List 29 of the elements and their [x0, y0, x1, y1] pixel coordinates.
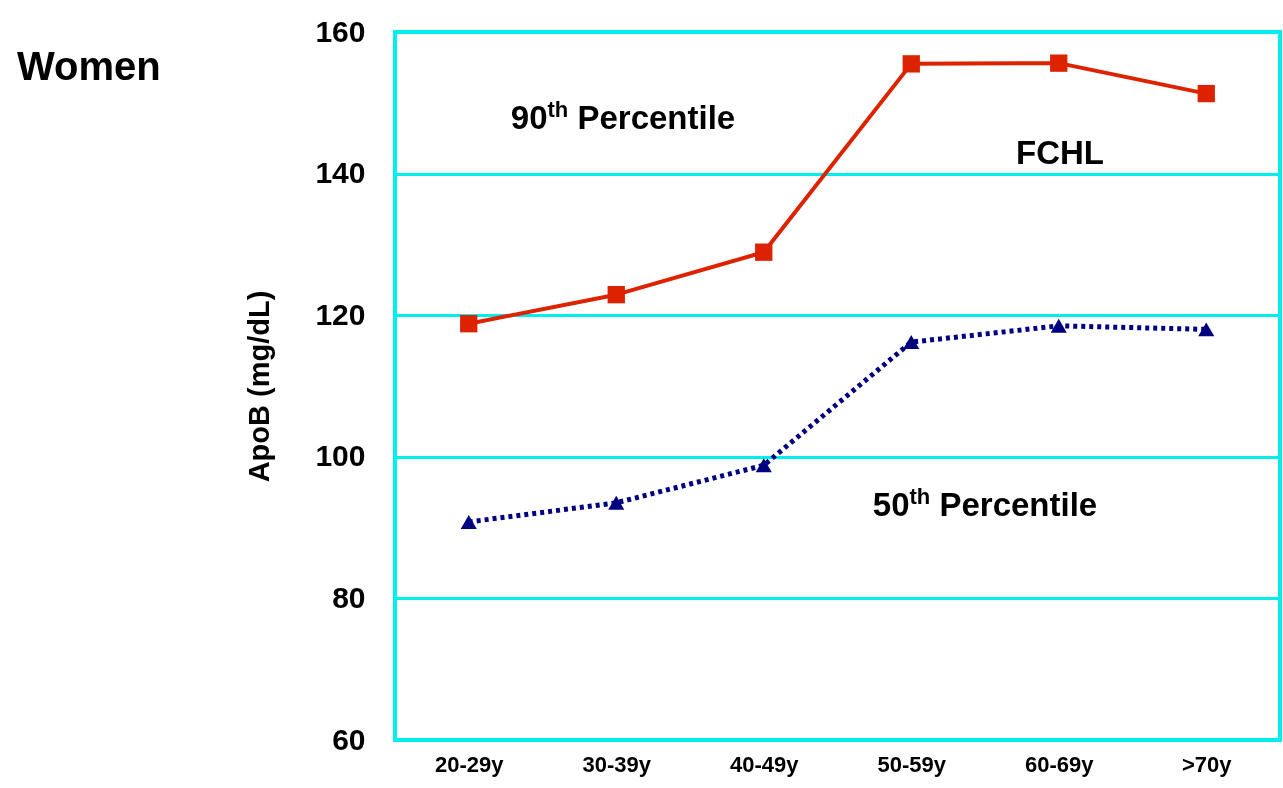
x-tick-label: 50-59y: [877, 751, 947, 777]
text: 90$^{th}$ Percentile: [510, 97, 736, 137]
point: [607, 286, 625, 304]
y-tick-label: 60: [332, 722, 366, 756]
point: [460, 315, 478, 333]
point: [1198, 322, 1215, 337]
x-tick-label: 30-39y: [582, 751, 652, 777]
text: 50$^{th}$ Percentile: [872, 484, 1098, 524]
point: [1050, 54, 1068, 72]
annotation: FCHL: [1016, 134, 1104, 171]
point: [903, 335, 920, 350]
point: [755, 458, 772, 473]
point: [1050, 318, 1067, 333]
y-tick-label: 160: [315, 14, 366, 48]
x-tick-label: 60-69y: [1024, 751, 1095, 777]
x-tick-label: >70y: [1181, 751, 1233, 777]
y-axis-title: ApoB (mg/dL): [243, 290, 276, 483]
y-tick-label: 80: [332, 580, 366, 614]
point: [755, 243, 773, 261]
point: [460, 514, 477, 529]
y-tick-label: 100: [315, 439, 366, 473]
point: [1197, 84, 1215, 103]
chart-title: Women: [17, 44, 161, 88]
point: [608, 495, 625, 510]
point: [902, 55, 920, 73]
y-tick-label: 140: [315, 156, 366, 190]
x-tick-label: 40-49y: [729, 751, 800, 777]
y-tick-label: 120: [315, 297, 366, 331]
x-tick-label: 20-29y: [434, 751, 505, 777]
